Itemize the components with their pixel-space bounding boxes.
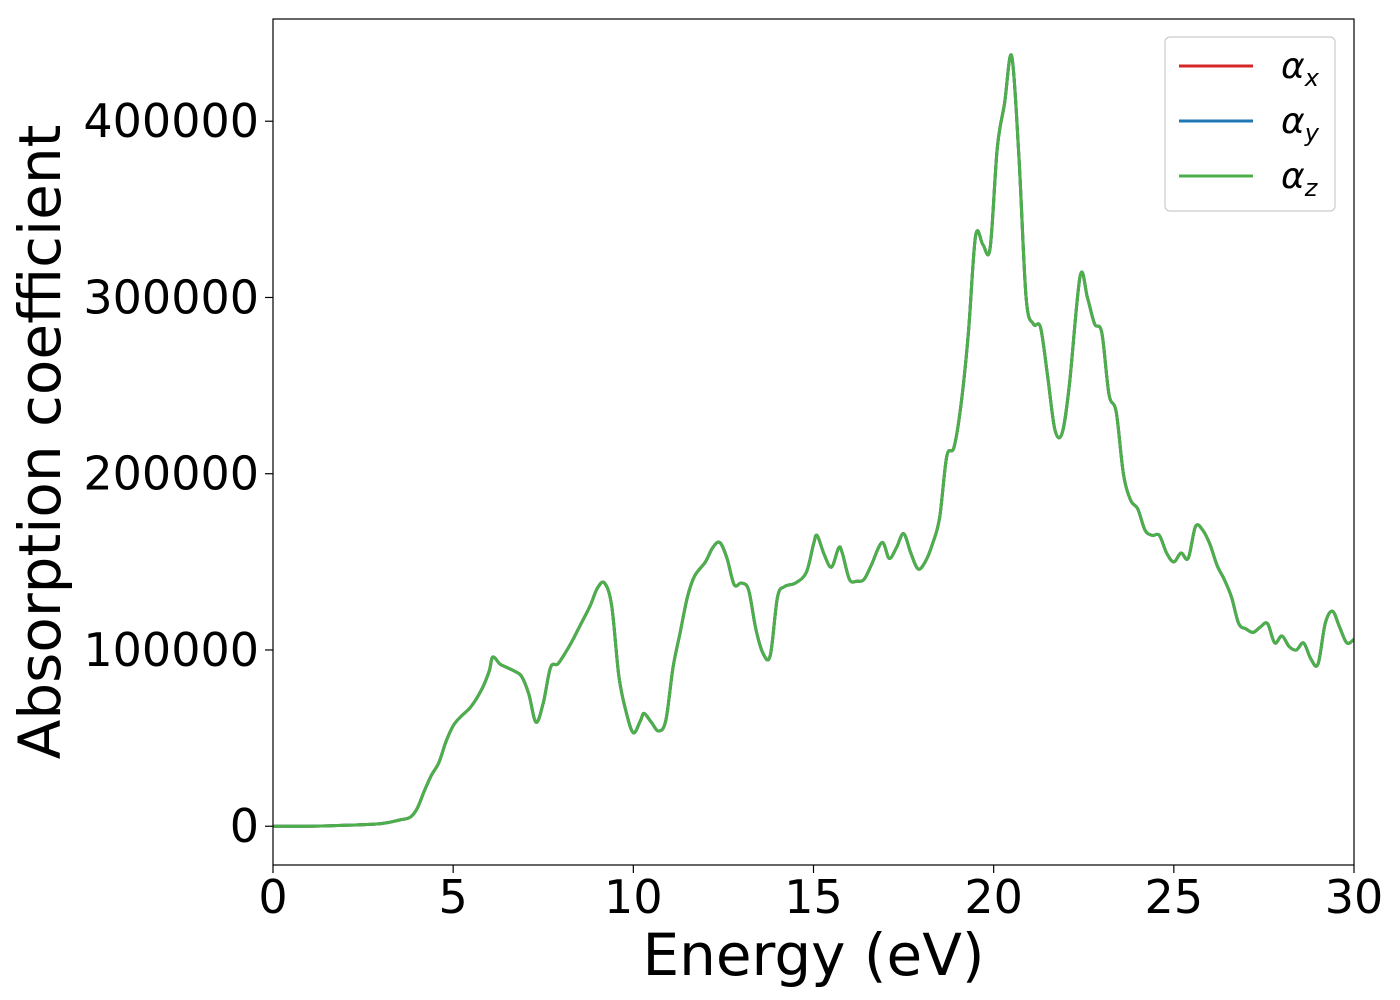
plot-frame	[272, 18, 1355, 866]
x-axis-ticks: 0 5 10 15 20 25 30	[258, 865, 1383, 924]
legend-label-base: α	[1281, 46, 1305, 87]
y-axis-title: Absorption coefficient	[6, 125, 74, 760]
x-tick-label: 25	[1145, 870, 1204, 924]
legend-label-x: αx	[1281, 46, 1320, 92]
x-tick-label: 0	[258, 870, 287, 924]
y-tick-label: 0	[230, 799, 259, 853]
legend-box	[1164, 36, 1336, 212]
legend-label-subscript: x	[1304, 64, 1320, 92]
legend-label-z: αz	[1281, 156, 1319, 202]
x-tick-label: 5	[439, 870, 468, 924]
x-axis-title: Energy (eV)	[642, 921, 984, 989]
y-tick-label: 400000	[83, 94, 259, 148]
legend-label-y: αy	[1281, 101, 1320, 147]
series-lines	[273, 53, 1354, 828]
y-tick-label: 300000	[83, 270, 259, 324]
legend-label-base: α	[1281, 101, 1305, 142]
series-line-z	[273, 53, 1354, 828]
legend-label-subscript: z	[1304, 174, 1319, 202]
y-axis-ticks: 0 100000 200000 300000 400000	[83, 94, 273, 853]
legend-label-subscript: y	[1304, 119, 1320, 147]
x-tick-label: 30	[1325, 870, 1384, 924]
legend-label-base: α	[1281, 156, 1305, 197]
y-tick-label: 100000	[83, 623, 259, 677]
x-tick-label: 10	[604, 870, 663, 924]
x-tick-label: 20	[964, 870, 1023, 924]
y-tick-label: 200000	[83, 447, 259, 501]
x-tick-label: 15	[784, 870, 843, 924]
